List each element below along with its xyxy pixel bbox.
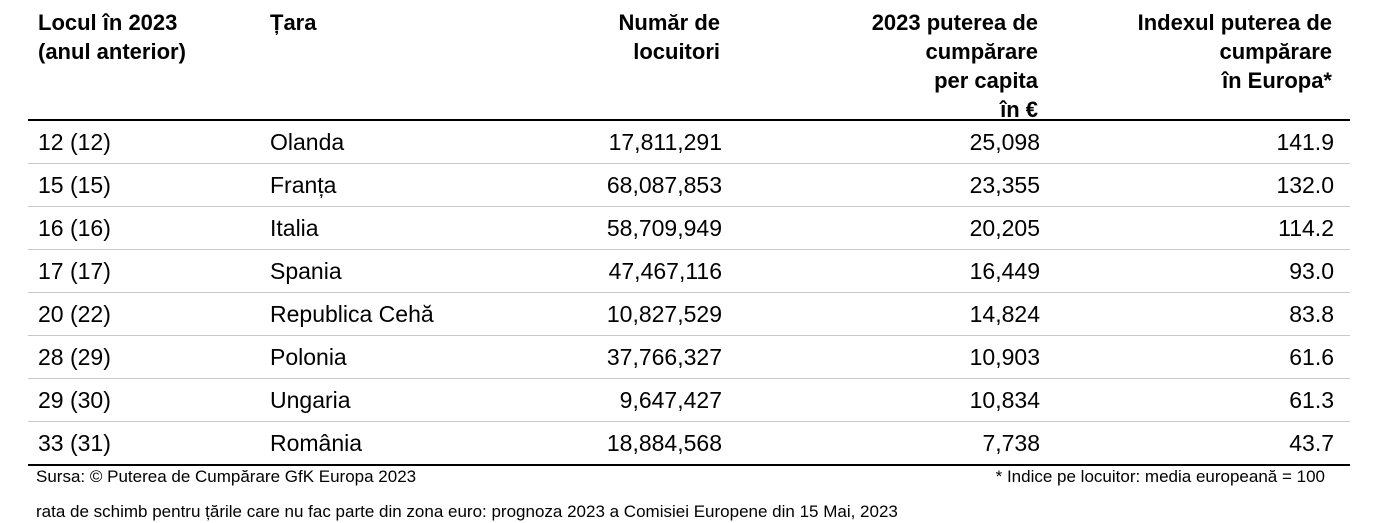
cell-purchasing-power: 16,449	[969, 258, 1040, 284]
cell-country: Polonia	[270, 344, 347, 370]
header-index: Indexul puterea de cumpărare în Europa*	[1137, 10, 1332, 93]
source-note: Sursa: © Puterea de Cumpărare GfK Europa…	[36, 467, 417, 486]
cell-population: 58,709,949	[606, 215, 722, 241]
cell-index: 61.3	[1289, 387, 1334, 413]
table-row: 29 (30) Ungaria 9,647,427 10,834 61.3	[28, 379, 1350, 422]
cell-country: Franța	[270, 172, 337, 198]
cell-population: 47,467,116	[608, 258, 722, 284]
table-row: 16 (16) Italia 58,709,949 20,205 114.2	[28, 207, 1350, 250]
table-row: 15 (15) Franța 68,087,853 23,355 132.0	[28, 164, 1350, 207]
cell-purchasing-power: 14,824	[969, 301, 1040, 327]
cell-population: 9,647,427	[619, 387, 722, 413]
cell-index: 132.0	[1276, 172, 1334, 198]
table-row: 17 (17) Spania 47,467,116 16,449 93.0	[28, 250, 1350, 293]
exchange-rate-note: rata de schimb pentru țările care nu fac…	[36, 502, 898, 521]
cell-population: 37,766,327	[606, 344, 722, 370]
cell-population: 68,087,853	[606, 172, 722, 198]
cell-index: 61.6	[1289, 344, 1334, 370]
cell-population: 17,811,291	[608, 129, 722, 155]
table-row: 12 (12) Olanda 17,811,291 25,098 141.9	[28, 121, 1350, 164]
cell-purchasing-power: 7,738	[982, 430, 1040, 456]
table-header: Locul în 2023 (anul anterior) Țara Număr…	[28, 8, 1348, 122]
cell-purchasing-power: 23,355	[969, 172, 1040, 198]
cell-purchasing-power: 10,903	[969, 344, 1040, 370]
cell-rank: 16 (16)	[38, 215, 111, 241]
cell-country: Olanda	[270, 129, 345, 155]
cell-purchasing-power: 20,205	[969, 215, 1040, 241]
cell-index: 141.9	[1276, 129, 1334, 155]
cell-index: 43.7	[1289, 430, 1334, 456]
cell-purchasing-power: 25,098	[969, 129, 1040, 155]
cell-country: Republica Cehă	[270, 301, 434, 327]
cell-country: Ungaria	[270, 387, 351, 413]
table-row: 33 (31) România 18,884,568 7,738 43.7	[28, 422, 1350, 466]
header-divider	[28, 119, 1350, 121]
cell-rank: 17 (17)	[38, 258, 111, 284]
table-body: 12 (12) Olanda 17,811,291 25,098 141.9 1…	[28, 121, 1350, 466]
cell-index: 93.0	[1289, 258, 1334, 284]
header-purchasing-power: 2023 puterea de cumpărare per capita în …	[871, 10, 1038, 122]
table-row: 28 (29) Polonia 37,766,327 10,903 61.6	[28, 336, 1350, 379]
cell-population: 10,827,529	[606, 301, 722, 327]
index-footnote: * Indice pe locuitor: media europeană = …	[995, 467, 1325, 486]
header-population: Număr de locuitori	[618, 10, 720, 64]
table-row: 20 (22) Republica Cehă 10,827,529 14,824…	[28, 293, 1350, 336]
cell-population: 18,884,568	[606, 430, 722, 456]
header-rank: Locul în 2023 (anul anterior)	[38, 10, 186, 64]
cell-rank: 29 (30)	[38, 387, 111, 413]
cell-index: 83.8	[1289, 301, 1334, 327]
cell-country: România	[270, 430, 363, 456]
cell-rank: 33 (31)	[38, 430, 111, 456]
cell-country: Italia	[270, 215, 319, 241]
cell-rank: 12 (12)	[38, 129, 111, 155]
cell-country: Spania	[270, 258, 342, 284]
cell-index: 114.2	[1278, 215, 1334, 241]
header-country: Țara	[270, 10, 317, 35]
cell-rank: 20 (22)	[38, 301, 111, 327]
cell-rank: 28 (29)	[38, 344, 111, 370]
cell-rank: 15 (15)	[38, 172, 111, 198]
cell-purchasing-power: 10,834	[969, 387, 1040, 413]
